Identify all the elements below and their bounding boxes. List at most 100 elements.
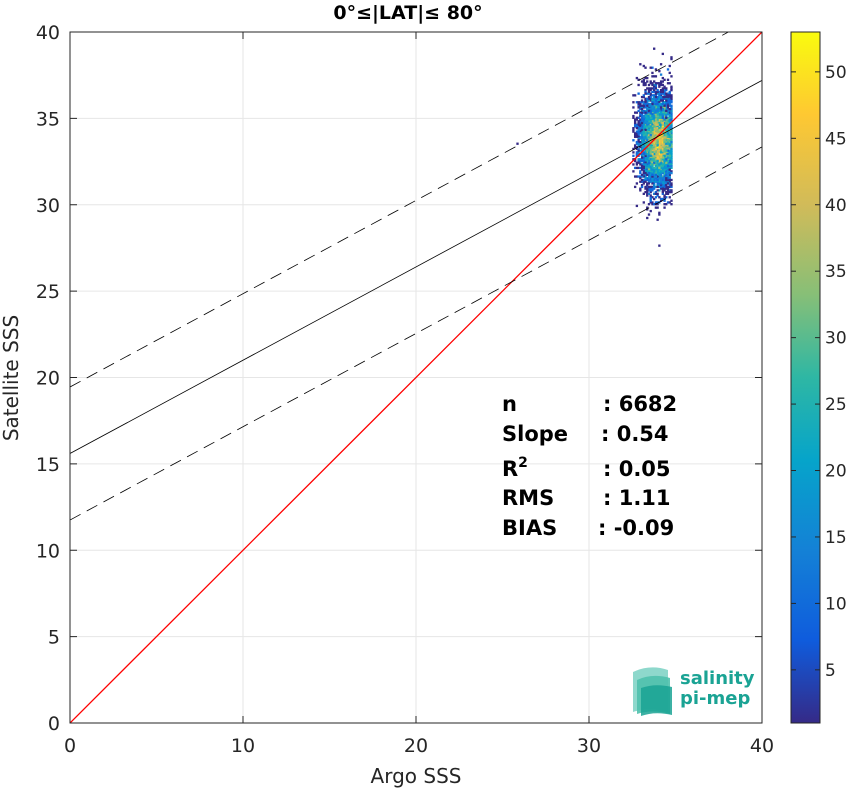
density-cell — [651, 201, 654, 204]
density-cell — [647, 159, 651, 163]
density-cell — [659, 135, 663, 138]
density-cell — [670, 135, 673, 138]
density-cell — [663, 151, 666, 154]
density-cell — [666, 139, 670, 142]
density-cell — [670, 158, 673, 161]
density-cell — [670, 57, 673, 61]
density-cell — [665, 113, 668, 116]
density-cell — [658, 140, 661, 144]
density-cell — [654, 135, 658, 138]
density-cell — [640, 185, 644, 189]
density-cell — [649, 147, 652, 151]
density-cell — [661, 108, 664, 111]
density-cell — [670, 203, 673, 206]
density-cell — [653, 97, 656, 100]
density-cell — [646, 118, 649, 121]
density-cell — [635, 161, 639, 164]
density-cell — [663, 78, 666, 81]
density-cell — [665, 165, 668, 168]
density-cell — [665, 133, 668, 137]
density-cell — [640, 149, 644, 152]
density-cell — [658, 83, 661, 87]
density-cell — [659, 154, 663, 157]
density-cell — [661, 177, 664, 180]
density-cell — [668, 166, 671, 170]
colorbar-tick-label: 20 — [825, 462, 847, 482]
x-tick-label: 0 — [64, 735, 76, 757]
density-cell — [653, 187, 656, 190]
density-cell — [647, 106, 651, 109]
density-cell — [637, 135, 640, 138]
density-cell — [666, 182, 670, 185]
density-cell — [668, 99, 671, 102]
density-cell — [644, 130, 647, 133]
density-cell — [640, 111, 644, 114]
density-cell — [658, 147, 661, 151]
density-cell — [644, 156, 647, 159]
density-cell — [644, 165, 647, 168]
density-cell — [661, 144, 664, 147]
density-cell — [658, 144, 661, 147]
density-cell — [649, 87, 652, 90]
density-cell — [637, 120, 640, 123]
density-cell — [639, 125, 642, 128]
density-cell — [659, 156, 663, 159]
density-cell — [646, 163, 649, 166]
density-cell — [661, 140, 664, 144]
density-cell — [663, 104, 666, 107]
density-cell — [632, 130, 635, 133]
density-cell — [635, 101, 639, 104]
density-cell — [661, 104, 664, 107]
density-cell — [646, 190, 649, 194]
density-cell — [654, 177, 658, 180]
density-cell — [668, 201, 671, 204]
density-cell — [653, 106, 656, 109]
density-cell — [654, 151, 658, 154]
density-cell — [663, 85, 666, 88]
density-cell — [647, 142, 651, 145]
density-cell — [666, 68, 670, 71]
density-cell — [661, 163, 664, 166]
density-cell — [665, 137, 668, 140]
density-cell — [654, 128, 658, 132]
density-cell — [670, 85, 673, 88]
density-cell — [644, 187, 647, 190]
density-cell — [646, 87, 649, 90]
density-cell — [656, 203, 659, 206]
density-cell — [668, 175, 671, 178]
density-cell — [663, 196, 666, 199]
density-cell — [651, 144, 654, 147]
density-cell — [647, 178, 651, 182]
density-cell — [656, 133, 659, 137]
x-tick-label: 30 — [577, 735, 601, 757]
density-cell — [640, 114, 644, 118]
density-cell — [647, 149, 651, 152]
density-cell — [661, 178, 664, 182]
density-cell — [666, 142, 670, 145]
stat-label-superscript: 2 — [518, 455, 528, 471]
density-cell — [656, 180, 659, 183]
density-cell — [635, 140, 639, 144]
density-cell — [651, 66, 654, 69]
logo-line1: salinity — [680, 668, 755, 689]
density-cell — [670, 152, 673, 156]
density-cell — [659, 80, 663, 83]
density-cell — [651, 170, 654, 173]
density-cell — [663, 90, 666, 94]
density-cell — [665, 95, 668, 99]
density-cell — [665, 121, 668, 125]
density-cell — [665, 159, 668, 163]
density-cell — [653, 104, 656, 107]
density-cell — [656, 206, 659, 209]
density-cell — [646, 125, 649, 128]
density-cell — [658, 244, 661, 247]
density-cell — [639, 137, 642, 140]
density-cell — [663, 111, 666, 114]
density-cell — [661, 125, 664, 128]
density-cell — [640, 123, 644, 126]
density-cell — [649, 152, 652, 156]
density-cell — [642, 175, 645, 178]
density-cell — [640, 133, 644, 137]
density-cell — [642, 95, 645, 99]
density-cell — [651, 97, 654, 100]
